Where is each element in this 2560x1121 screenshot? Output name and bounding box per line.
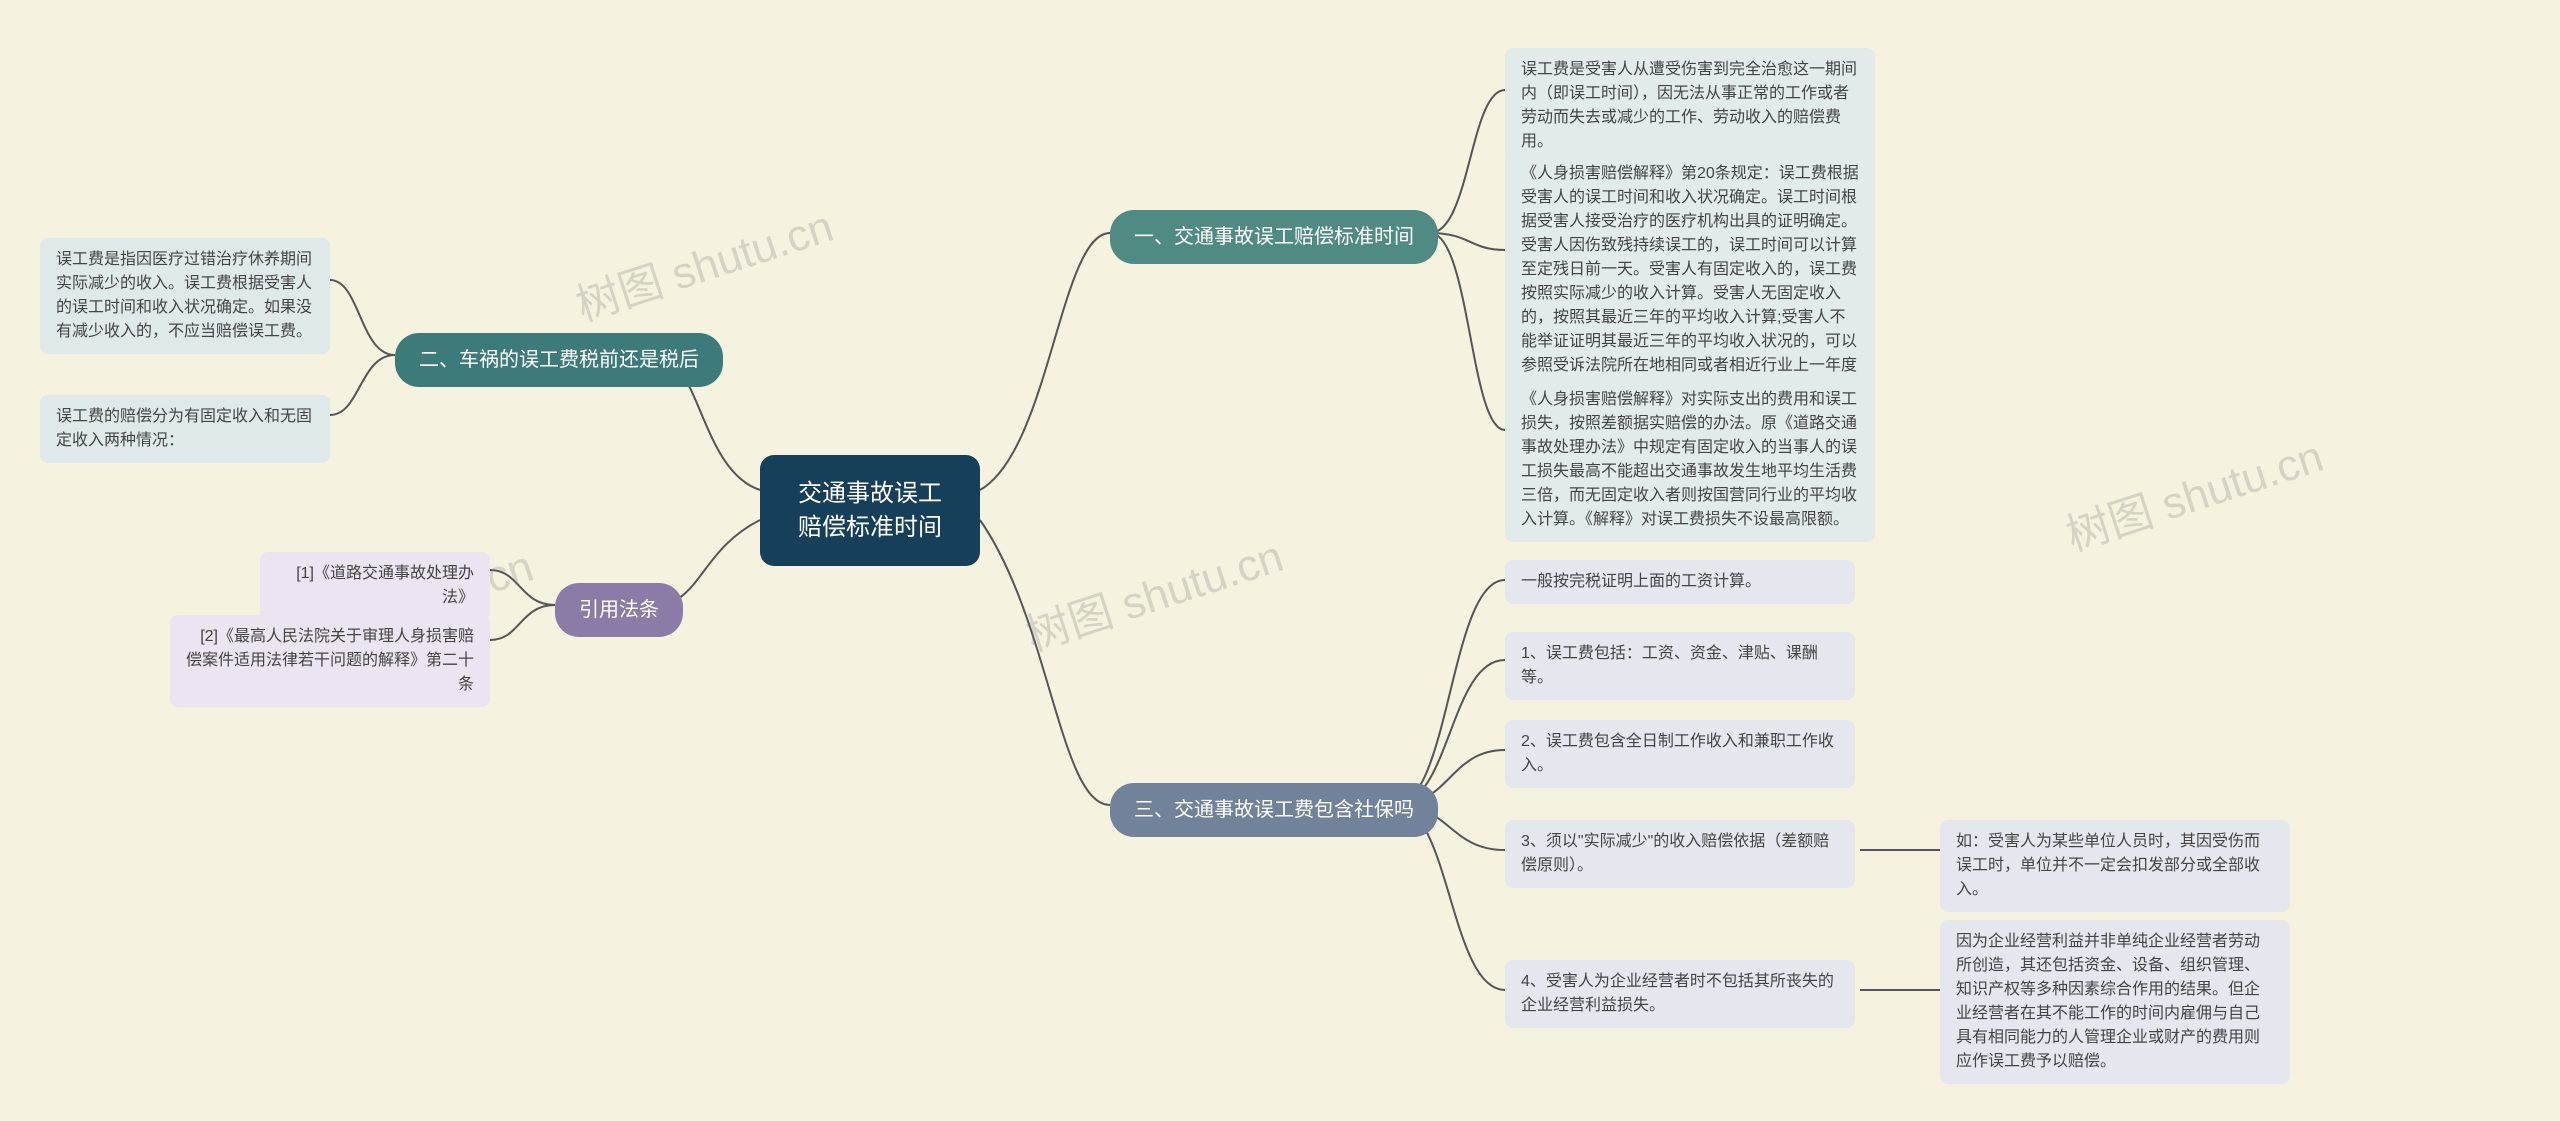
watermark: 树图 shutu.cn — [2057, 420, 2330, 563]
branch-section3: 引用法条 — [555, 583, 683, 637]
leaf-s4c: 2、误工费包含全日制工作收入和兼职工作收入。 — [1505, 720, 1855, 788]
branch-section1: 一、交通事故误工赔偿标准时间 — [1110, 210, 1438, 264]
watermark: 树图 shutu.cn — [1017, 520, 1290, 663]
branch-section4: 三、交通事故误工费包含社保吗 — [1110, 783, 1438, 837]
root-node: 交通事故误工赔偿标准时间 — [760, 455, 980, 566]
leaf-s4d1: 如：受害人为某些单位人员时，其因受伤而误工时，单位并不一定会扣发部分或全部收入。 — [1940, 820, 2290, 912]
branch-section2: 二、车祸的误工费税前还是税后 — [395, 333, 723, 387]
leaf-s1c: 《人身损害赔偿解释》对实际支出的费用和误工损失，按照差额据实赔偿的办法。原《道路… — [1505, 378, 1875, 542]
leaf-s3b: [2]《最高人民法院关于审理人身损害赔偿案件适用法律若干问题的解释》第二十条 — [170, 615, 490, 707]
watermark: 树图 shutu.cn — [567, 190, 840, 333]
leaf-s1a: 误工费是受害人从遭受伤害到完全治愈这一期间内（即误工时间），因无法从事正常的工作… — [1505, 48, 1875, 164]
leaf-s4b: 1、误工费包括：工资、资金、津贴、课酬等。 — [1505, 632, 1855, 700]
leaf-s4a: 一般按完税证明上面的工资计算。 — [1505, 560, 1855, 604]
leaf-s2b: 误工费的赔偿分为有固定收入和无固定收入两种情况： — [40, 395, 330, 463]
leaf-s2a: 误工费是指因医疗过错治疗休养期间实际减少的收入。误工费根据受害人的误工时间和收入… — [40, 238, 330, 354]
leaf-s4d: 3、须以"实际减少"的收入赔偿依据（差额赔偿原则）。 — [1505, 820, 1855, 888]
leaf-s1b: 《人身损害赔偿解释》第20条规定：误工费根据受害人的误工时间和收入状况确定。误工… — [1505, 152, 1875, 412]
leaf-s4e1: 因为企业经营利益并非单纯企业经营者劳动所创造，其还包括资金、设备、组织管理、知识… — [1940, 920, 2290, 1084]
leaf-s3a: [1]《道路交通事故处理办法》 — [260, 552, 490, 620]
leaf-s4e: 4、受害人为企业经营者时不包括其所丧失的企业经营利益损失。 — [1505, 960, 1855, 1028]
